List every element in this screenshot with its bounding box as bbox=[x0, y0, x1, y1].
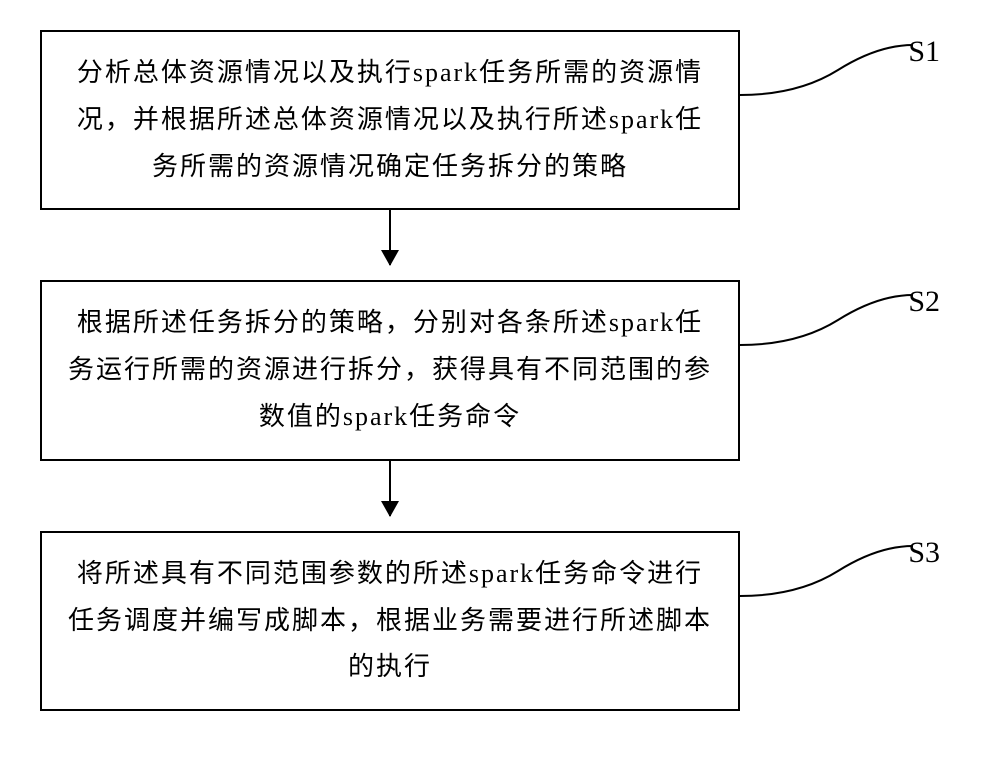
arrow-2 bbox=[40, 461, 740, 531]
arrow-head-1 bbox=[381, 250, 399, 266]
flowchart-container: 分析总体资源情况以及执行spark任务所需的资源情况，并根据所述总体资源情况以及… bbox=[40, 30, 960, 711]
arrow-1 bbox=[40, 210, 740, 280]
arrow-wrapper-1 bbox=[40, 210, 960, 280]
step-label-1: S1 bbox=[908, 35, 940, 69]
step-wrapper-2: 根据所述任务拆分的策略，分别对各条所述spark任务运行所需的资源进行拆分，获得… bbox=[40, 280, 960, 460]
arrow-wrapper-2 bbox=[40, 461, 960, 531]
step-box-2: 根据所述任务拆分的策略，分别对各条所述spark任务运行所需的资源进行拆分，获得… bbox=[40, 280, 740, 460]
step-text-1: 分析总体资源情况以及执行spark任务所需的资源情况，并根据所述总体资源情况以及… bbox=[77, 58, 703, 181]
step-box-3: 将所述具有不同范围参数的所述spark任务命令进行任务调度并编写成脚本，根据业务… bbox=[40, 531, 740, 711]
step-text-2: 根据所述任务拆分的策略，分别对各条所述spark任务运行所需的资源进行拆分，获得… bbox=[68, 308, 712, 431]
step-wrapper-1: 分析总体资源情况以及执行spark任务所需的资源情况，并根据所述总体资源情况以及… bbox=[40, 30, 960, 210]
arrow-head-2 bbox=[381, 501, 399, 517]
step-label-2: S2 bbox=[908, 285, 940, 319]
step-label-3: S3 bbox=[908, 536, 940, 570]
step-text-3: 将所述具有不同范围参数的所述spark任务命令进行任务调度并编写成脚本，根据业务… bbox=[68, 559, 712, 682]
arrow-line-1 bbox=[389, 210, 391, 265]
arrow-line-2 bbox=[389, 461, 391, 516]
step-box-1: 分析总体资源情况以及执行spark任务所需的资源情况，并根据所述总体资源情况以及… bbox=[40, 30, 740, 210]
step-wrapper-3: 将所述具有不同范围参数的所述spark任务命令进行任务调度并编写成脚本，根据业务… bbox=[40, 531, 960, 711]
